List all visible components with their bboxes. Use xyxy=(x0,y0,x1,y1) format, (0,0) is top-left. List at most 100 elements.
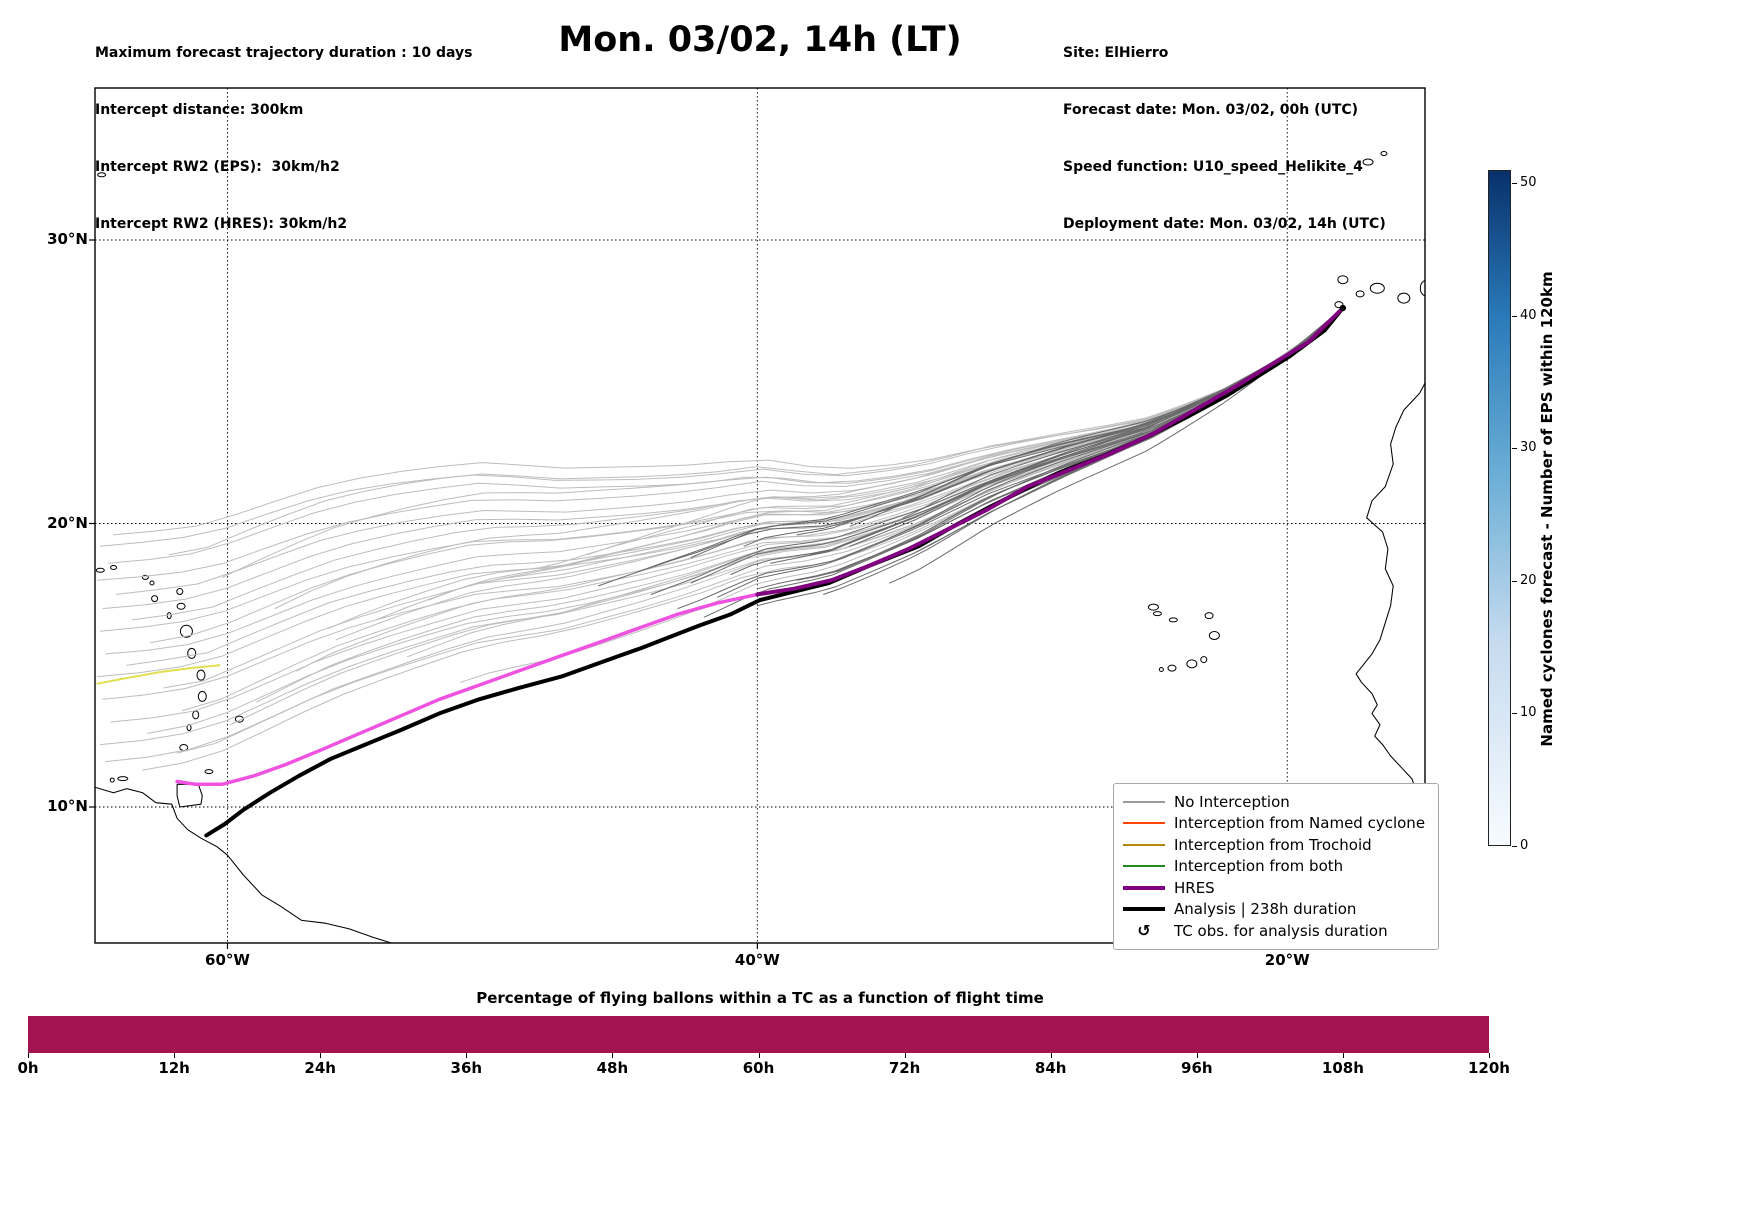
ensemble-trajectory-light xyxy=(460,307,1344,683)
ensemble-trajectory-light xyxy=(176,307,1344,754)
ensemble-trajectory-light xyxy=(105,307,1344,763)
legend-item: Analysis | 238h duration xyxy=(1123,899,1429,921)
south-america-coastline xyxy=(95,786,393,943)
info-line: Speed function: U10_speed_Helikite_4 xyxy=(1063,159,1363,175)
colorbar-tick-label: 30 xyxy=(1520,440,1537,456)
island xyxy=(1362,158,1374,166)
ensemble-trajectory-dark xyxy=(743,307,1344,547)
x-axis-tick-label: 20°W xyxy=(1264,951,1310,969)
y-axis-tick-label: 30°N xyxy=(47,230,88,248)
legend-line-sample xyxy=(1123,822,1165,825)
colorbar-tick-label: 10 xyxy=(1520,705,1537,721)
ensemble-trajectory-light xyxy=(150,307,1344,644)
ensemble-trajectory-light xyxy=(534,307,1344,570)
island xyxy=(1337,275,1349,285)
island xyxy=(97,172,107,178)
time-tick-mark xyxy=(904,1053,906,1058)
time-tick-label: 0h xyxy=(17,1059,39,1077)
ensemble-trajectory-light xyxy=(113,307,1344,536)
island xyxy=(1355,290,1365,298)
ensemble-trajectory-light xyxy=(97,307,1344,678)
legend-line-sample xyxy=(1123,843,1165,846)
param-line: Intercept distance: 300km xyxy=(95,102,304,118)
island xyxy=(1208,630,1220,640)
hres-extension-line xyxy=(175,592,760,787)
tc-obs-marker-icon: ↺ xyxy=(1137,920,1151,940)
x-axis-tick-label: 60°W xyxy=(205,951,250,969)
y-axis-tick-label: 20°N xyxy=(47,513,88,532)
island xyxy=(1419,279,1425,297)
legend-item: Interception from Trochoid xyxy=(1123,834,1429,856)
ensemble-trajectory-light xyxy=(181,307,1344,712)
legend-label: Analysis | 238h duration xyxy=(1174,900,1357,919)
colorbar-tick-label: 20 xyxy=(1520,572,1537,588)
island xyxy=(166,612,172,620)
page-title: Mon. 03/02, 14h (LT) xyxy=(558,20,962,60)
ensemble-trajectory-light xyxy=(168,307,1344,556)
deployment-start-point xyxy=(1339,304,1347,312)
colorbar-tick-mark xyxy=(1512,315,1517,317)
island xyxy=(179,743,189,751)
island xyxy=(1397,292,1411,304)
ensemble-trajectory-dark xyxy=(730,307,1344,575)
island xyxy=(109,777,115,783)
colorbar-tick-mark xyxy=(1512,846,1517,847)
island xyxy=(149,580,155,586)
time-tick-mark xyxy=(174,1053,176,1058)
time-tick-mark xyxy=(1342,1053,1344,1058)
legend-line-sample xyxy=(1123,885,1165,890)
ensemble-trajectory-light xyxy=(481,307,1344,584)
ensemble-trajectory-light xyxy=(99,307,1344,547)
time-tick-label: 12h xyxy=(158,1059,190,1077)
island xyxy=(1168,617,1178,623)
colorbar-axis-label: Named cyclones forecast - Number of EPS … xyxy=(1538,271,1556,747)
time-tick-label: 48h xyxy=(596,1059,629,1077)
x-axis-tick-label: 40°W xyxy=(734,951,780,969)
axes xyxy=(89,87,1426,949)
time-tick-mark xyxy=(758,1053,760,1058)
time-tick-label: 60h xyxy=(742,1059,775,1077)
island xyxy=(192,710,200,720)
island xyxy=(1369,282,1385,294)
legend-item: Interception from both xyxy=(1123,856,1429,878)
colorbar-tick-label: 40 xyxy=(1520,307,1537,323)
colorbar-tick-label: 50 xyxy=(1520,175,1537,191)
island xyxy=(1152,611,1162,617)
ensemble-trajectory-light xyxy=(142,307,1344,771)
param-line: Intercept RW2 (HRES): 30km/h2 xyxy=(95,216,348,232)
param-line: Maximum forecast trajectory duration : 1… xyxy=(95,45,473,61)
ensemble-trajectory-light xyxy=(295,307,1344,672)
hres-line xyxy=(755,306,1345,597)
ensemble-trajectory-dark xyxy=(756,307,1344,607)
time-tick-mark xyxy=(320,1053,322,1058)
island xyxy=(179,624,193,638)
island xyxy=(176,588,184,596)
ensemble-trajectories-no-interception xyxy=(97,307,1344,771)
ensemble-trajectory-light xyxy=(428,307,1344,601)
island xyxy=(186,724,192,732)
time-tick-mark xyxy=(1489,1053,1490,1058)
africa-coastline xyxy=(1355,382,1425,823)
legend-item: No Interception xyxy=(1123,791,1429,813)
legend-label: Interception from both xyxy=(1174,857,1344,876)
time-tick-mark xyxy=(1050,1053,1052,1058)
time-tick-mark xyxy=(466,1053,468,1058)
time-tick-mark xyxy=(612,1053,614,1058)
legend: No Interception Interception from Named … xyxy=(1113,783,1439,950)
time-tick-label: 36h xyxy=(450,1059,483,1077)
tc-percentage-bar xyxy=(28,1016,1489,1053)
ensemble-trajectory-dark xyxy=(796,307,1344,536)
y-axis-tick-label: 10°N xyxy=(47,797,88,815)
main-trajectories xyxy=(96,304,1347,838)
time-tick-label: 120h xyxy=(1468,1059,1510,1077)
ensemble-trajectory-dark xyxy=(690,307,1344,558)
island xyxy=(196,669,206,681)
ensemble-trajectory-light xyxy=(274,307,1344,609)
island xyxy=(117,776,129,782)
legend-label: No Interception xyxy=(1174,792,1290,811)
param-line: Intercept RW2 (EPS): 30km/h2 xyxy=(95,159,340,175)
island xyxy=(95,567,105,573)
time-tick-mark xyxy=(28,1053,29,1058)
island xyxy=(151,595,159,603)
